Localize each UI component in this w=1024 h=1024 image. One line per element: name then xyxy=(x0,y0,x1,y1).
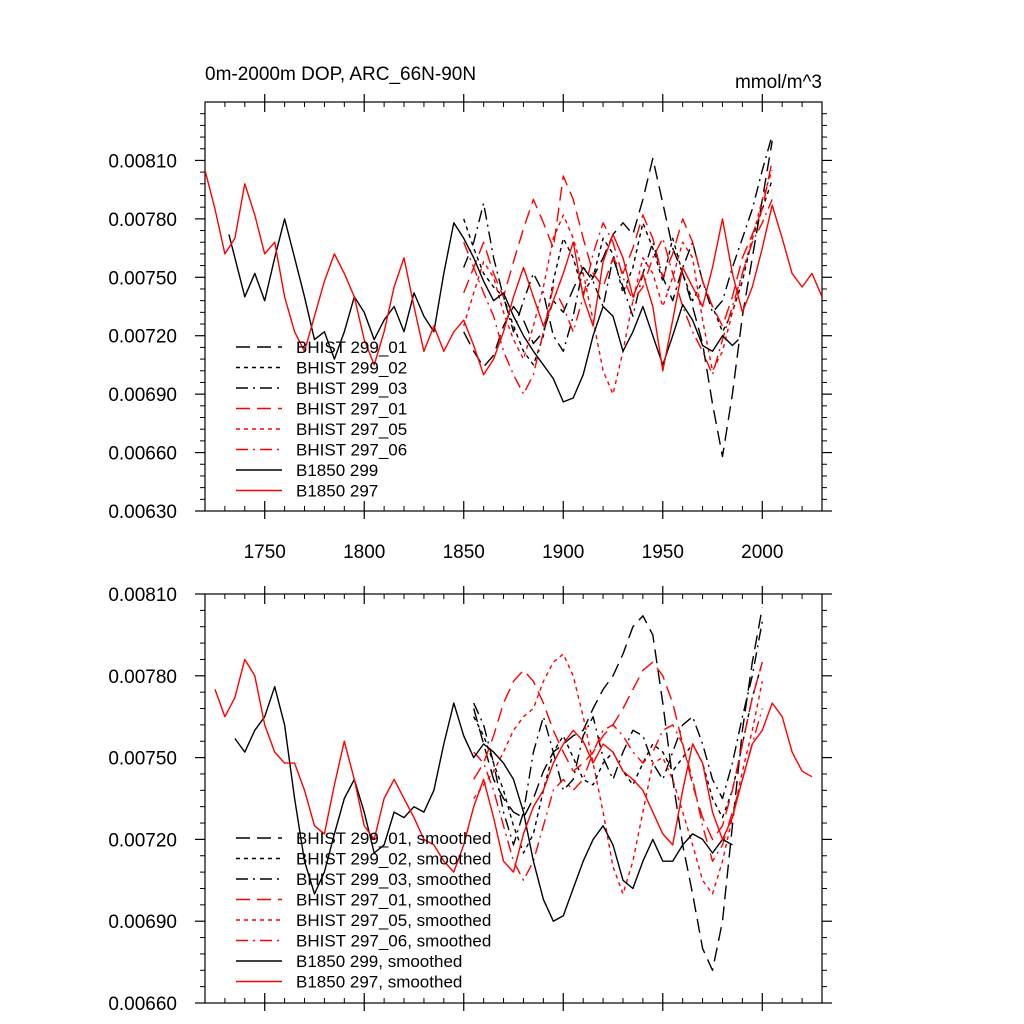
legend-label: BHIST 297_05, smoothed xyxy=(296,911,491,930)
y-tick-label: 0.00690 xyxy=(108,912,177,933)
series-line-bhist-299-01-smoothed xyxy=(473,607,763,971)
x-tick-label: 2000 xyxy=(741,542,783,563)
series-line-b1850-299-smoothed xyxy=(234,686,733,922)
x-tick-label: 1800 xyxy=(343,542,385,563)
legend-label: B1850 297, smoothed xyxy=(296,973,462,992)
series-line-bhist-297-01 xyxy=(463,160,773,327)
y-tick-label: 0.00630 xyxy=(108,502,177,523)
series-line-bhist-297-06 xyxy=(463,199,773,395)
series-line-b1850-299 xyxy=(228,218,739,403)
series-group xyxy=(205,134,822,458)
legend: BHIST 299_01, smoothed BHIST 299_02, smoo… xyxy=(236,829,491,992)
plot-frame xyxy=(204,101,823,512)
chart-title: 0m-2000m DOP, ARC_66N-90N xyxy=(205,64,476,85)
y-tick-label: 0.00690 xyxy=(108,385,177,406)
bottom-panel: 0.00660 0.00690 0.00720 0.00750 0.00780 0.008… xyxy=(108,585,832,1015)
y-tick-label: 0.00720 xyxy=(108,830,177,851)
legend-label: BHIST 299_01 xyxy=(296,338,407,357)
units-label: mmol/m^3 xyxy=(735,72,822,93)
y-tick-label: 0.00780 xyxy=(108,210,177,231)
series-line-bhist-297-01-smoothed xyxy=(473,661,763,841)
y-tick-label: 0.00660 xyxy=(108,444,177,465)
legend-label: BHIST 299_02 xyxy=(296,359,407,378)
legend-label: B1850 299, smoothed xyxy=(296,952,462,971)
legend-label: B1850 297 xyxy=(296,482,378,501)
series-line-b1850-297 xyxy=(205,170,822,376)
y-tick-label: 0.00810 xyxy=(108,585,177,606)
series-line-bhist-297-05 xyxy=(463,169,773,395)
legend-label: BHIST 299_03 xyxy=(296,379,407,398)
x-tick-label: 1850 xyxy=(443,542,485,563)
legend-label: BHIST 297_01 xyxy=(296,400,407,419)
series-line-bhist-299-02 xyxy=(463,179,773,366)
legend-label: BHIST 297_06 xyxy=(296,441,407,460)
legend-label: BHIST 297_05 xyxy=(296,420,407,439)
y-tick-label: 0.00810 xyxy=(108,151,177,172)
legend-label: BHIST 297_06, smoothed xyxy=(296,932,491,951)
series-line-bhist-299-01 xyxy=(463,140,773,458)
legend-label: BHIST 299_01, smoothed xyxy=(296,829,491,848)
series-line-b1850-297-smoothed xyxy=(214,658,813,873)
series-line-bhist-299-03-smoothed xyxy=(473,621,763,846)
top-panel: 1750 1800 1850 1900 1950 2000 0.00630 0.00660 0.… xyxy=(108,64,832,563)
series-line-bhist-299-03 xyxy=(463,134,773,352)
legend-label: B1850 299 xyxy=(296,461,378,480)
plot-frame xyxy=(204,593,823,1004)
legend-label: BHIST 299_02, smoothed xyxy=(296,850,491,869)
y-tick-label: 0.00660 xyxy=(108,994,177,1015)
legend-label: BHIST 297_01, smoothed xyxy=(296,891,491,910)
y-tick-label: 0.00720 xyxy=(108,327,177,348)
x-tick-label: 1750 xyxy=(244,542,286,563)
x-tick-label: 1900 xyxy=(542,542,584,563)
y-tick-label: 0.00780 xyxy=(108,667,177,688)
x-tick-label: 1950 xyxy=(642,542,684,563)
y-tick-label: 0.00750 xyxy=(108,749,177,770)
y-tick-label: 0.00750 xyxy=(108,268,177,289)
series-line-bhist-297-06-smoothed xyxy=(473,708,763,881)
series-group xyxy=(214,607,813,971)
legend-label: BHIST 299_03, smoothed xyxy=(296,870,491,889)
